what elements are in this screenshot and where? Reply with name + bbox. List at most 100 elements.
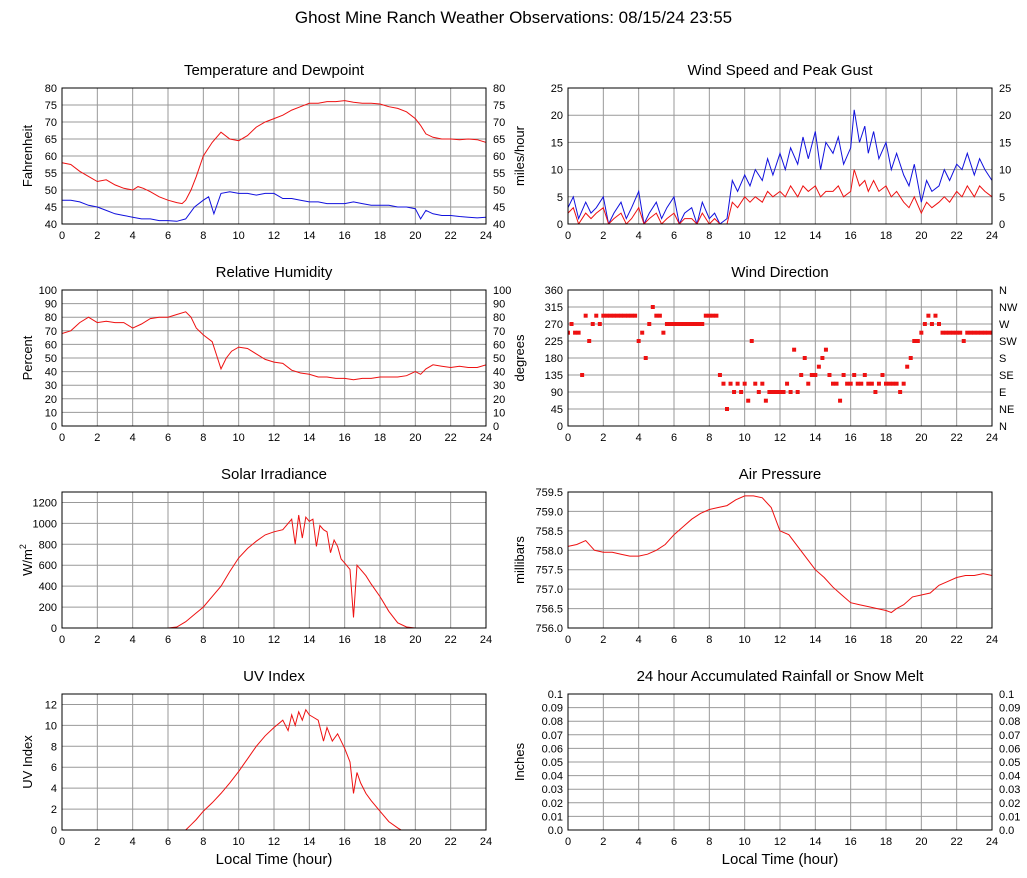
data-point: [841, 373, 846, 377]
data-point: [859, 381, 864, 386]
x-tick-label: 16: [845, 432, 857, 444]
chart-title: Wind Speed and Peak Gust: [687, 62, 873, 79]
data-point: [961, 339, 966, 343]
data-point: [979, 330, 984, 335]
y-tick-label: 400: [39, 581, 57, 593]
right-tick-label: 45: [493, 202, 505, 214]
chart-title: 24 hour Accumulated Rainfall or Snow Mel…: [637, 668, 925, 685]
data-point: [626, 313, 631, 318]
right-tick-label: SW: [999, 336, 1017, 348]
y-tick-label: 40: [45, 219, 57, 231]
x-tick-label: 22: [951, 432, 963, 444]
data-point: [640, 330, 645, 335]
plot-frame: [61, 693, 487, 831]
y-tick-label: 180: [545, 353, 563, 365]
x-tick-label: 6: [671, 836, 677, 848]
y-tick-label: 60: [45, 151, 57, 163]
data-point: [809, 373, 814, 377]
data-point: [583, 313, 588, 318]
x-tick-label: 6: [165, 432, 171, 444]
x-tick-label: 4: [130, 836, 136, 848]
data-point: [813, 373, 818, 377]
series-line-blue: [568, 109, 992, 224]
x-tick-label: 10: [739, 836, 751, 848]
series-line-red: [568, 169, 992, 224]
data-point: [619, 313, 623, 318]
x-axis-label: Local Time (hour): [216, 851, 333, 868]
x-tick-label: 6: [165, 634, 171, 646]
right-tick-label: 50: [493, 185, 505, 197]
data-point: [937, 322, 941, 326]
x-tick-label: 22: [445, 230, 457, 242]
right-tick-label: 0: [493, 421, 499, 433]
x-tick-label: 6: [671, 432, 677, 444]
x-tick-label: 24: [480, 634, 492, 646]
y-tick-label: 30: [45, 380, 57, 392]
right-tick-label: 25: [999, 83, 1011, 95]
x-tick-label: 4: [636, 634, 642, 646]
data-point: [954, 330, 959, 335]
x-tick-label: 18: [374, 836, 386, 848]
data-point: [806, 381, 811, 386]
data-point: [636, 339, 641, 343]
y-tick-label: 50: [45, 185, 57, 197]
right-tick-label: 70: [493, 117, 505, 129]
data-point: [816, 364, 821, 369]
data-point: [968, 330, 973, 335]
data-point: [749, 339, 754, 343]
data-point: [732, 390, 737, 394]
chart-rain: 24 hour Accumulated Rainfall or Snow Mel…: [512, 668, 1020, 868]
x-tick-label: 16: [845, 634, 857, 646]
data-point: [710, 313, 715, 318]
x-tick-label: 20: [915, 836, 927, 848]
data-point: [611, 313, 616, 318]
right-tick-label: 70: [493, 326, 505, 338]
chart-title: Temperature and Dewpoint: [184, 62, 365, 79]
data-point: [756, 390, 761, 394]
data-point: [679, 322, 684, 326]
data-point: [573, 330, 578, 335]
data-point: [926, 313, 931, 318]
plot-frame: [567, 289, 993, 427]
data-point: [827, 373, 832, 377]
right-tick-label: 0.0: [999, 825, 1014, 837]
data-point: [717, 373, 722, 377]
data-point: [675, 322, 680, 326]
y-tick-label: 8: [51, 741, 57, 753]
data-point: [580, 373, 585, 377]
x-tick-label: 2: [94, 634, 100, 646]
data-point: [831, 381, 835, 386]
x-tick-label: 22: [445, 634, 457, 646]
x-tick-label: 8: [706, 836, 712, 848]
y-tick-label: 756.5: [535, 604, 563, 616]
y-tick-label: 270: [545, 319, 563, 331]
y-tick-label: 0.06: [542, 743, 563, 755]
right-tick-label: N: [999, 421, 1007, 433]
y-tick-label: 50: [45, 353, 57, 365]
x-tick-label: 24: [986, 230, 998, 242]
x-tick-label: 18: [880, 230, 892, 242]
data-point: [735, 381, 740, 386]
y-tick-label: 5: [557, 192, 563, 204]
data-point: [922, 322, 927, 326]
data-point: [668, 322, 673, 326]
data-point: [650, 305, 655, 309]
y-tick-label: 800: [39, 539, 57, 551]
data-point: [587, 339, 592, 343]
right-tick-label: 20: [493, 394, 505, 406]
y-tick-label: 600: [39, 560, 57, 572]
x-tick-label: 6: [165, 836, 171, 848]
data-point: [608, 313, 613, 318]
data-point: [965, 330, 970, 335]
data-point: [887, 381, 892, 386]
right-tick-label: 55: [493, 168, 505, 180]
y-tick-label: 80: [45, 83, 57, 95]
data-point: [912, 339, 917, 343]
data-point: [576, 330, 581, 335]
x-tick-label: 14: [809, 230, 821, 242]
y-axis-label: Fahrenheit: [20, 125, 35, 188]
right-tick-label: NE: [999, 404, 1014, 416]
data-point: [880, 373, 885, 377]
